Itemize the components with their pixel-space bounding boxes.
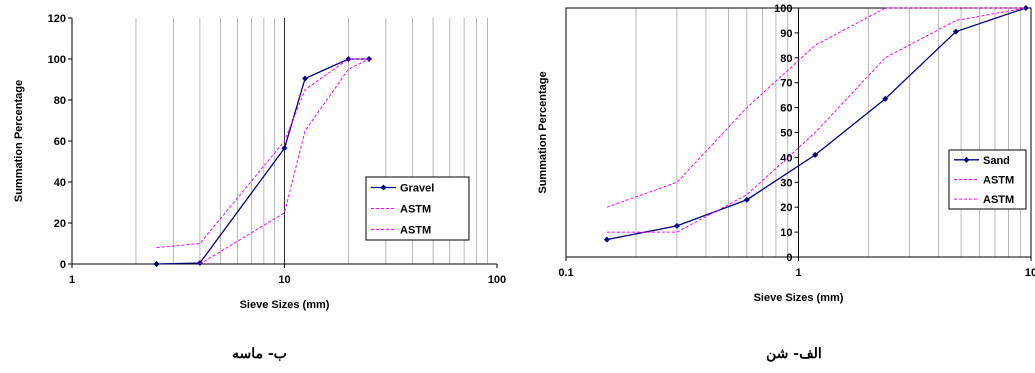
data-point [281, 145, 288, 152]
data-point [153, 261, 160, 267]
legend-label: ASTM [400, 225, 431, 237]
x-axis-label: Sieve Sizes (mm) [240, 299, 330, 311]
legend-marker [380, 184, 387, 191]
series-0 [603, 5, 1029, 243]
series-0 [153, 56, 373, 267]
y-tick-label: 0 [60, 259, 66, 271]
y-tick-label: 120 [48, 13, 66, 25]
data-point [673, 222, 680, 229]
y-tick-label: 80 [54, 95, 66, 107]
legend-marker [963, 156, 970, 163]
legend-label: ASTM [983, 194, 1014, 206]
x-tick-label: 10 [1025, 267, 1035, 279]
legend: Sand ASTM ASTM [948, 149, 1027, 210]
x-tick-label: 100 [488, 274, 506, 286]
data-point [743, 196, 750, 203]
caption-gravel: ب- ماسه [232, 346, 287, 362]
y-tick-label: 50 [780, 128, 792, 140]
y-tick-label: 20 [780, 202, 792, 214]
y-tick-label: 60 [780, 103, 792, 115]
y-tick-label: 90 [780, 28, 792, 40]
data-point [196, 259, 203, 266]
series-2 [606, 7, 1026, 233]
series-line [606, 7, 1026, 233]
data-point [812, 151, 819, 158]
x-tick-label: 1 [795, 267, 801, 279]
caption-sand: الف- شن [766, 346, 822, 362]
legend-label: Sand [983, 155, 1010, 167]
data-point [952, 28, 959, 35]
data-point [603, 236, 610, 243]
y-tick-label: 10 [780, 227, 792, 239]
x-axis-label: Sieve Sizes (mm) [754, 292, 844, 304]
legend-label: ASTM [983, 175, 1014, 187]
y-tick-label: 80 [780, 53, 792, 65]
y-axis-label: Summation Percentage [537, 71, 549, 193]
x-tick-label: 10 [278, 274, 290, 286]
legend: Gravel ASTM ASTM [365, 176, 470, 241]
series-line [199, 58, 370, 265]
y-tick-label: 70 [780, 78, 792, 90]
legend-label: ASTM [400, 204, 431, 216]
y-tick-label: 20 [54, 218, 66, 230]
y-tick-label: 0 [786, 252, 792, 264]
legend-label: Gravel [400, 183, 434, 195]
series-line [156, 58, 370, 249]
y-tick-label: 60 [54, 136, 66, 148]
data-point [302, 75, 309, 82]
y-tick-label: 100 [48, 54, 66, 66]
x-tick-label: 0.1 [558, 267, 573, 279]
y-tick-label: 40 [54, 177, 66, 189]
series-2 [199, 58, 370, 265]
y-tick-label: 30 [780, 177, 792, 189]
x-tick-label: 1 [69, 274, 75, 286]
series-1 [156, 58, 370, 249]
y-axis-label: Summation Percentage [13, 80, 25, 202]
y-tick-label: 100 [774, 3, 792, 15]
series-line [156, 58, 370, 265]
data-point [882, 95, 889, 102]
